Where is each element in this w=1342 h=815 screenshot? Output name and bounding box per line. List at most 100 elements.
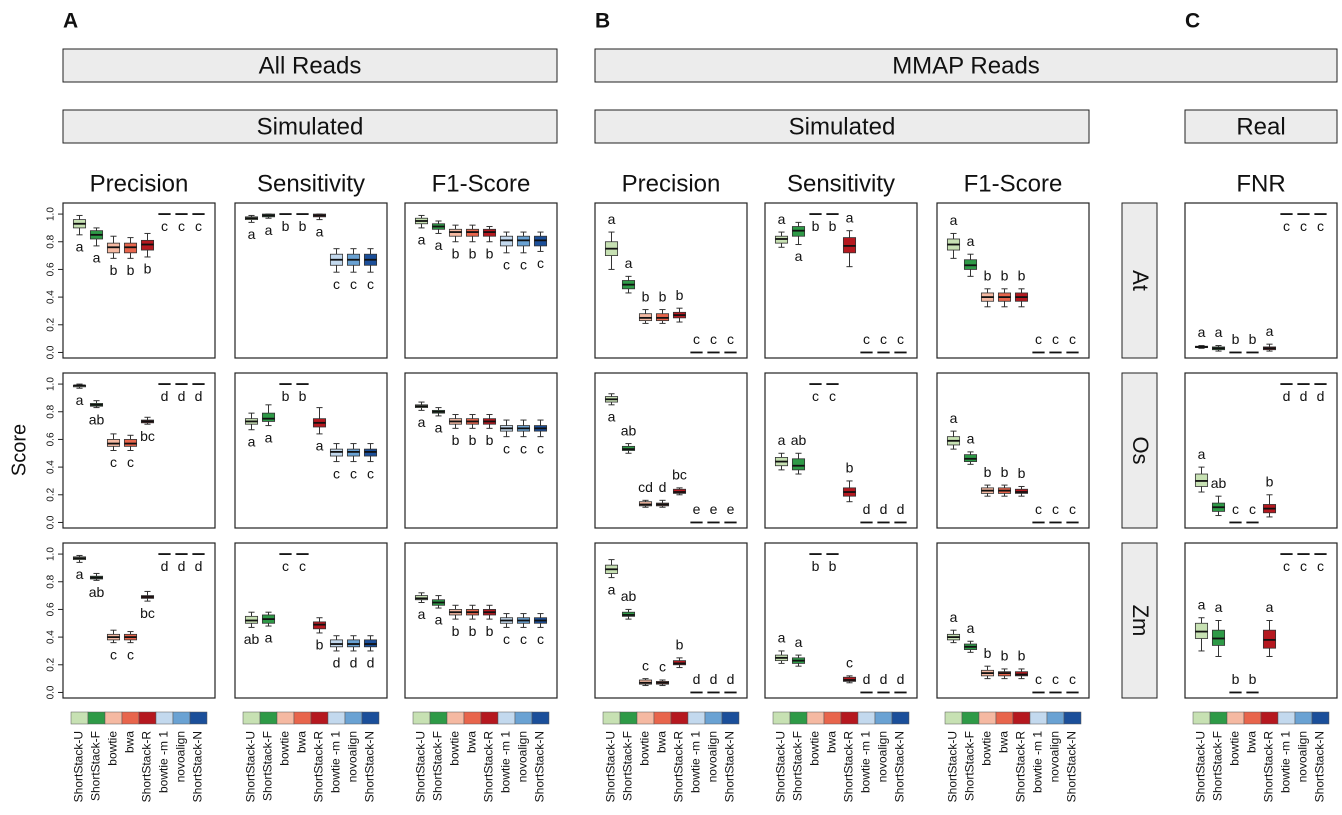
group-letter: a (795, 634, 803, 650)
plot-frame (1184, 202, 1338, 359)
reads-header: All Reads (259, 52, 362, 79)
group-letter: a (76, 566, 84, 582)
source-header-box (1184, 109, 1338, 144)
group-letter: b (299, 218, 307, 234)
x-tick-label: bowtie -m 1 (859, 731, 873, 793)
category-swatch (823, 711, 842, 725)
group-letter: a (93, 250, 101, 266)
group-letter: d (1300, 388, 1308, 404)
plot-frame (404, 202, 558, 359)
group-letter: a (608, 409, 616, 425)
x-tick-label: bowtie (106, 731, 120, 766)
category-swatch (446, 711, 465, 725)
x-tick-label: bowtie (278, 731, 292, 766)
y-tick-label: 0.0 (46, 515, 57, 529)
group-letter: ab (1211, 475, 1227, 491)
x-tick-label: novoalign (706, 731, 720, 782)
group-letter: d (897, 671, 905, 687)
group-letter: c (1052, 331, 1059, 347)
category-swatch (721, 711, 740, 725)
x-tick-label: bowtie -m 1 (1031, 731, 1045, 793)
group-letter: c (110, 646, 117, 662)
category-swatch (1243, 711, 1262, 725)
group-letter: a (76, 392, 84, 408)
group-letter: b (127, 262, 135, 278)
group-letter: c (1317, 558, 1324, 574)
y-tick-label: 0.6 (46, 432, 57, 446)
x-tick-label: bwa (655, 731, 669, 753)
category-swatch (514, 711, 533, 725)
category-swatch (789, 711, 808, 725)
reads-header-box (594, 48, 1338, 83)
plot-frame (764, 542, 918, 699)
x-tick-label: ShortStack-R (1014, 731, 1028, 803)
plot-frame (1184, 372, 1338, 529)
group-letter: a (435, 612, 443, 628)
group-letter: d (693, 671, 701, 687)
metric-title: Sensitivity (787, 170, 895, 197)
x-tick-label: bowtie (980, 731, 994, 766)
group-letter: c (1035, 671, 1042, 687)
group-letter: a (967, 233, 975, 249)
group-letter: d (710, 671, 718, 687)
group-letter: c (350, 276, 357, 292)
category-swatch (104, 711, 123, 725)
plot-frame (62, 542, 216, 699)
plot-frame (62, 202, 216, 359)
plot-frame (764, 372, 918, 529)
y-tick-label: 0.8 (46, 404, 57, 418)
group-letter: c (1249, 501, 1256, 517)
group-letter: c (367, 465, 374, 481)
category-swatch (961, 711, 980, 725)
group-letter: b (469, 432, 477, 448)
category-swatch (293, 711, 312, 725)
group-letter: b (452, 432, 460, 448)
group-letter: c (537, 631, 544, 647)
group-letter: c (812, 388, 819, 404)
species-label: Zm (1128, 605, 1153, 637)
x-tick-label: bowtie -m 1 (1279, 731, 1293, 793)
group-letter: bc (140, 428, 155, 444)
plot-frame (1184, 542, 1338, 699)
category-swatch (121, 711, 140, 725)
group-letter: b (486, 432, 494, 448)
group-letter: a (1215, 599, 1223, 615)
category-swatch (429, 711, 448, 725)
category-swatch (806, 711, 825, 725)
x-tick-label: bowtie -m 1 (329, 731, 343, 793)
group-letter: c (282, 558, 289, 574)
category-swatch (1260, 711, 1279, 725)
y-tick-label: 1.0 (46, 547, 57, 561)
group-letter: c (1283, 218, 1290, 234)
species-label: At (1128, 270, 1153, 291)
group-letter: b (1018, 268, 1026, 284)
category-swatch (619, 711, 638, 725)
category-swatch (259, 711, 278, 725)
box (791, 458, 806, 471)
panel-letter: C (1185, 10, 1200, 33)
group-letter: a (795, 248, 803, 264)
group-letter: b (1232, 671, 1240, 687)
group-letter: a (248, 433, 256, 449)
category-swatch (704, 711, 723, 725)
y-tick-label: 0.0 (46, 345, 57, 359)
group-letter: bc (140, 605, 155, 621)
category-swatch (1012, 711, 1031, 725)
group-letter: c (110, 454, 117, 470)
group-letter: b (984, 645, 992, 661)
source-header: Simulated (789, 113, 896, 140)
category-swatch (242, 711, 261, 725)
category-swatch (891, 711, 910, 725)
group-letter: d (333, 655, 341, 671)
x-tick-label: ShortStack-U (414, 731, 428, 802)
group-letter: b (1266, 473, 1274, 489)
plot-frame (936, 372, 1090, 529)
plot-frame (62, 372, 216, 529)
group-letter: a (316, 223, 324, 239)
category-swatch (636, 711, 655, 725)
group-letter: c (161, 218, 168, 234)
y-tick-label: 1.0 (46, 377, 57, 391)
group-letter: b (676, 637, 684, 653)
category-swatch (995, 711, 1014, 725)
